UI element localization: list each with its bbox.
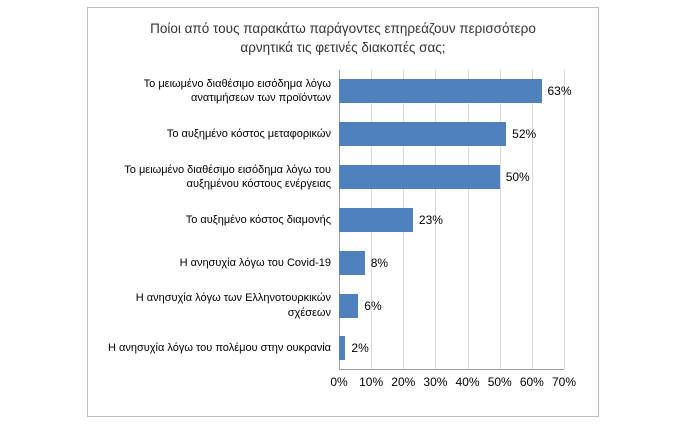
- category-label: Η ανησυχία λόγω του Covid-19: [179, 256, 331, 269]
- bar: [339, 336, 346, 361]
- bar-row: Η ανησυχία λόγω των Ελληνοτουρκικών σχέσ…: [96, 284, 590, 327]
- bar-row: Το μειωμένο διαθέσιμο εισόδημα λόγω του …: [96, 156, 590, 199]
- category-label: Το μειωμένο διαθέσιμο εισόδημα λόγω του …: [124, 163, 331, 190]
- x-tick-label: 30%: [423, 374, 448, 389]
- bar: [339, 79, 542, 104]
- bar: [339, 250, 365, 275]
- x-tick-label: 60%: [519, 374, 544, 389]
- bar-cell: 63%: [339, 79, 572, 104]
- bar: [339, 122, 507, 147]
- bar-row: Η ανησυχία λόγω του Covid-19 8%: [96, 241, 590, 284]
- value-label: 63%: [547, 84, 572, 99]
- x-axis-labels: 0% 10% 20% 30% 40% 50% 60% 70%: [330, 370, 576, 390]
- x-tick-label: 20%: [391, 374, 416, 389]
- bar-cell: 23%: [339, 207, 564, 232]
- chart-title: Ποίοι από τους παρακάτω παράγοντες επηρε…: [150, 21, 536, 55]
- bar-cell: 52%: [339, 122, 564, 147]
- value-label: 8%: [370, 255, 389, 270]
- category-label: Το αυξημένο κόστος διαμονής: [185, 213, 331, 226]
- bar-cell: 8%: [339, 250, 564, 275]
- gridline: [467, 69, 469, 369]
- gridline: [564, 69, 565, 369]
- category-label: Η ανησυχία λόγω των Ελληνοτουρκικών σχέσ…: [135, 292, 331, 319]
- plot-area: Το μειωμένο διαθέσιμο εισόδημα λόγω ανατ…: [96, 69, 590, 390]
- gridline: [499, 69, 501, 369]
- bar: [339, 293, 359, 318]
- category-label: Το μειωμένο διαθέσιμο εισόδημα λόγω ανατ…: [143, 77, 331, 105]
- bar-cell: 50%: [339, 164, 564, 189]
- gridline: [531, 69, 533, 369]
- bar-row: Η ανησυχία λόγω του πολέμου στην ουκρανί…: [96, 327, 590, 370]
- bar-row: Το αυξημένο κόστος διαμονής 23%: [96, 198, 590, 241]
- x-tick-label: 0%: [330, 374, 348, 389]
- x-tick-label: 10%: [359, 374, 384, 389]
- value-label: 6%: [364, 298, 382, 313]
- value-label: 2%: [351, 341, 369, 356]
- x-tick-label: 50%: [487, 374, 512, 389]
- bar-cell: 2%: [339, 336, 564, 361]
- bar-row: Το μειωμένο διαθέσιμο εισόδημα λόγω ανατ…: [96, 70, 590, 113]
- x-tick-label: 70%: [551, 374, 577, 389]
- value-label: 23%: [418, 212, 443, 227]
- chart-container: Ποίοι από τους παρακάτω παράγοντες επηρε…: [87, 7, 599, 417]
- value-label: 52%: [512, 127, 537, 142]
- bar-cell: 6%: [339, 293, 564, 318]
- category-label: Η ανησυχία λόγω του πολέμου στην ουκρανί…: [107, 342, 331, 355]
- value-label: 50%: [505, 169, 530, 184]
- bar: [339, 164, 500, 189]
- bar: [339, 207, 413, 232]
- gridline: [435, 69, 437, 369]
- bar-rows: Το μειωμένο διαθέσιμο εισόδημα λόγω ανατ…: [96, 70, 590, 370]
- category-label: Το αυξημένο κόστος μεταφορικών: [166, 127, 331, 140]
- x-tick-label: 40%: [455, 374, 480, 389]
- bar-row: Το αυξημένο κόστος μεταφορικών 52%: [96, 113, 590, 156]
